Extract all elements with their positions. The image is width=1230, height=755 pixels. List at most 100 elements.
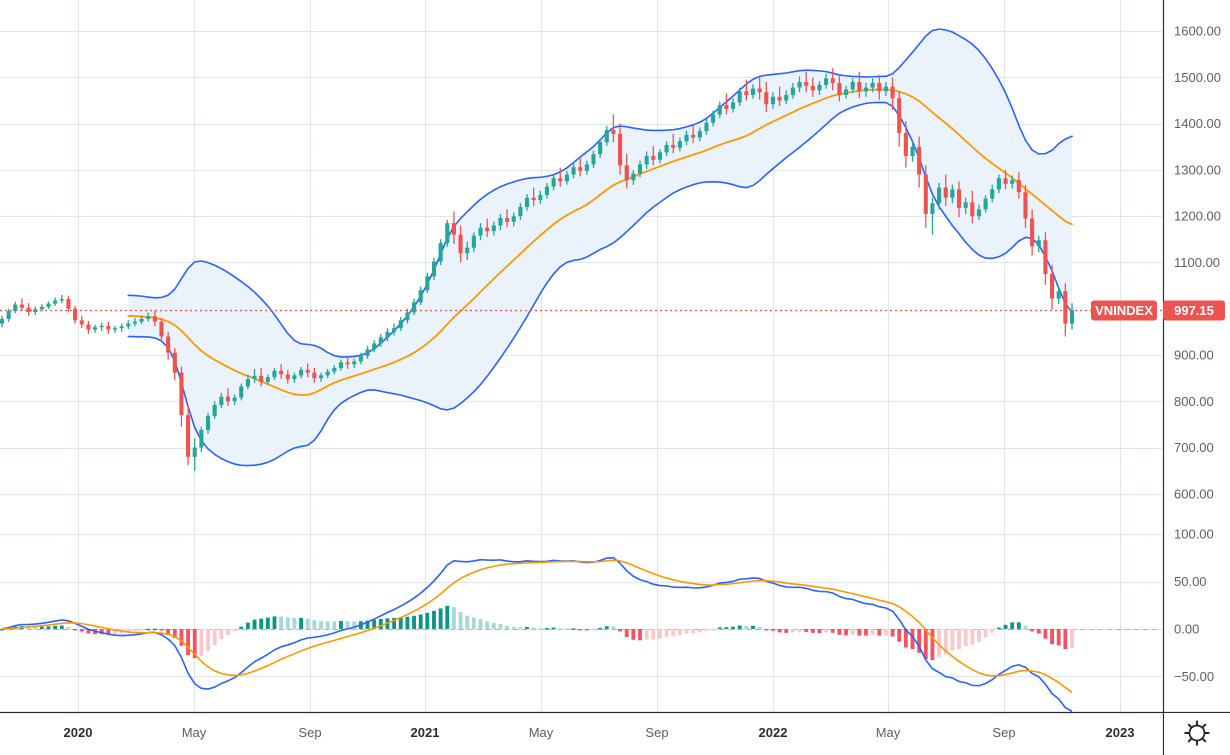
- candle-body: [598, 142, 603, 155]
- macd-histogram-bar: [551, 627, 556, 630]
- macd-histogram-bar: [857, 628, 862, 636]
- macd-histogram-bar: [232, 628, 237, 632]
- candle: [205, 412, 211, 434]
- macd-histogram-bar: [664, 628, 669, 637]
- macd-histogram-bar: [239, 626, 244, 629]
- candle-body: [392, 328, 397, 332]
- settings-button-background[interactable]: [1164, 713, 1230, 755]
- macd-histogram-bar: [1016, 622, 1021, 629]
- bollinger-fill: [128, 29, 1072, 466]
- candle-body: [770, 96, 775, 105]
- candle: [478, 223, 483, 241]
- candle: [59, 294, 64, 304]
- macd-histogram-bar: [737, 625, 742, 629]
- candle: [544, 182, 550, 199]
- candle: [564, 170, 569, 185]
- candle: [843, 85, 849, 99]
- macd-histogram-bar: [817, 628, 822, 634]
- candle-body: [963, 202, 968, 208]
- candle-body: [1069, 310, 1075, 324]
- gear-icon-ring: [1188, 724, 1206, 742]
- candle: [352, 358, 357, 368]
- candle-body: [458, 234, 463, 254]
- candle-body: [239, 386, 244, 398]
- candle-body: [1056, 291, 1061, 299]
- time-axis-tick-label: 2022: [759, 725, 788, 740]
- macd-histogram-bar: [86, 628, 91, 634]
- candle-body: [471, 235, 476, 248]
- candle-body: [106, 325, 111, 330]
- candle: [405, 308, 410, 324]
- gear-icon-tooth: [1202, 738, 1207, 743]
- macd-histogram-bar: [937, 628, 941, 657]
- macd-histogram-bar: [850, 628, 855, 635]
- macd-histogram-bar: [1010, 622, 1015, 629]
- candle-body: [691, 134, 696, 138]
- candle-body: [910, 146, 915, 157]
- candle: [325, 368, 330, 379]
- macd-histogram-bar: [764, 628, 769, 631]
- candle-body: [1003, 178, 1008, 184]
- candle-body: [804, 82, 809, 86]
- candle: [983, 195, 988, 213]
- candle-body: [571, 167, 576, 175]
- gear-icon[interactable]: [1184, 720, 1210, 746]
- candle: [358, 352, 363, 365]
- candle: [1050, 264, 1055, 310]
- macd-histogram-bar: [1030, 628, 1035, 632]
- candle-body: [478, 227, 483, 236]
- candle-body: [53, 300, 58, 304]
- macd-histogram-bar: [491, 622, 496, 629]
- candle-body: [299, 369, 304, 376]
- price-badge-group[interactable]: VNINDEX 997.15: [1091, 300, 1225, 321]
- candle: [810, 77, 815, 97]
- candle-body: [126, 323, 131, 327]
- candle: [956, 181, 962, 218]
- macd-histogram-bar: [272, 616, 277, 629]
- macd-histogram-bar: [312, 620, 317, 629]
- candle: [159, 317, 164, 343]
- candle: [79, 316, 84, 329]
- symbol-badge[interactable]: [1091, 300, 1157, 321]
- candle: [923, 165, 928, 228]
- macd-histogram-bar: [212, 628, 217, 646]
- macd-histogram-bar: [897, 628, 902, 642]
- candle: [910, 142, 915, 162]
- candle-body: [731, 102, 736, 109]
- macd-histogram-bar: [824, 628, 829, 633]
- candle-body: [285, 374, 290, 380]
- price-badge[interactable]: [1163, 300, 1225, 321]
- macd-histogram-bar: [538, 628, 543, 630]
- candle-body: [146, 316, 151, 319]
- candle: [73, 305, 78, 324]
- symbol-badge-label: VNINDEX: [1095, 303, 1153, 318]
- candle: [750, 84, 756, 99]
- candle-body: [325, 371, 330, 376]
- candle: [930, 197, 935, 235]
- macd-histogram-bar: [226, 628, 230, 635]
- candle: [279, 364, 284, 380]
- candle-body: [19, 304, 24, 308]
- macd-histogram-bar: [790, 628, 795, 633]
- candle: [976, 204, 982, 220]
- candle: [285, 369, 290, 384]
- candle-body: [538, 194, 543, 201]
- settings-button[interactable]: [1164, 713, 1230, 755]
- macd-histogram-bar: [996, 627, 1001, 630]
- macd-histogram-bar: [697, 628, 702, 633]
- macd-histogram-bar: [206, 628, 210, 652]
- candle-body: [604, 130, 609, 143]
- candle: [431, 257, 437, 281]
- macd-histogram-bar: [571, 628, 576, 630]
- candle-body: [0, 318, 5, 324]
- candle-body: [166, 336, 171, 353]
- macd-histogram-bar: [977, 628, 981, 642]
- candle-body: [664, 144, 669, 153]
- candle-body: [152, 316, 157, 322]
- candle: [245, 374, 250, 390]
- candle-body: [850, 82, 855, 90]
- candle: [1056, 286, 1061, 305]
- candle-body: [1050, 274, 1055, 299]
